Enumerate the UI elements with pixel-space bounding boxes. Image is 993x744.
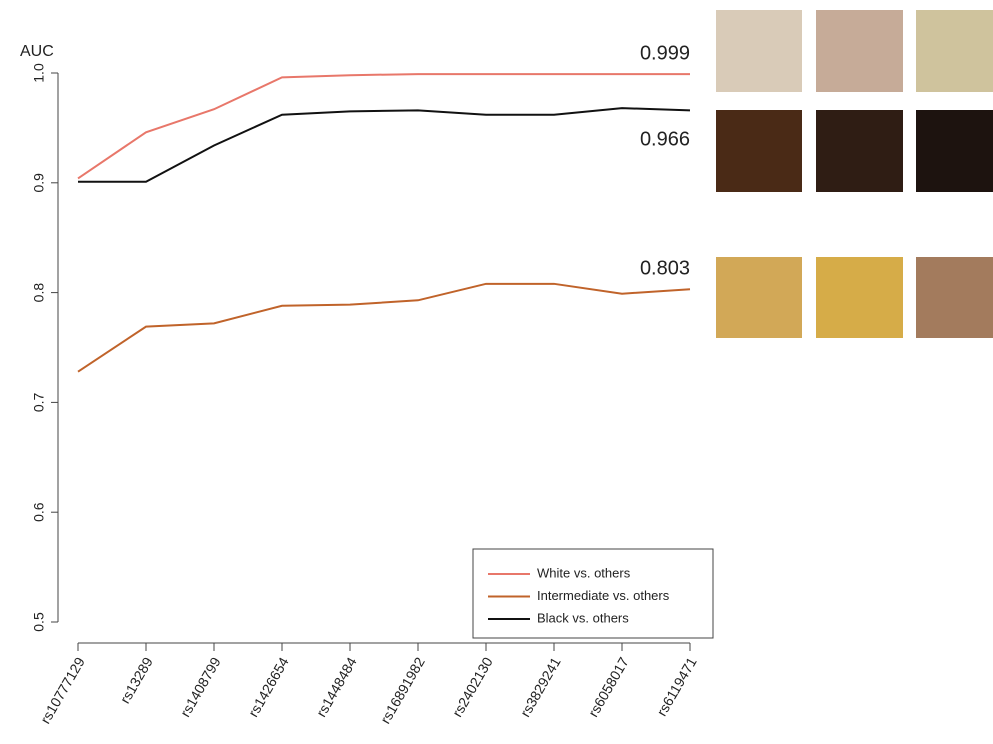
y-tick-label: 0.7 <box>31 392 47 412</box>
swatch <box>916 110 993 192</box>
swatch <box>916 257 993 338</box>
legend-label: White vs. others <box>537 565 631 580</box>
swatch <box>816 10 903 92</box>
x-tick-label: rs2402130 <box>449 654 496 719</box>
swatch <box>716 257 802 338</box>
x-tick-label: rs1448484 <box>313 654 360 719</box>
y-tick-label: 0.8 <box>31 283 47 303</box>
end-value-label: 0.803 <box>640 258 690 280</box>
x-tick-label: rs1426654 <box>245 654 292 719</box>
x-tick-label: rs6058017 <box>585 654 632 719</box>
swatches <box>716 10 993 338</box>
end-value-label: 0.966 <box>640 129 690 151</box>
swatch <box>916 10 993 92</box>
legend-label: Intermediate vs. others <box>537 588 670 603</box>
x-tick-label: rs10777129 <box>37 654 88 726</box>
chart: AUC 0.5 0.6 0.7 0.8 0.9 1.0 rs10777129 rs13289 r… <box>0 0 993 744</box>
legend-label: Black vs. others <box>537 610 629 625</box>
y-axis-title: AUC <box>20 43 54 60</box>
y-tick-label: 0.5 <box>31 612 47 632</box>
series-line <box>78 74 690 178</box>
swatch <box>816 257 903 338</box>
y-tick-label: 0.6 <box>31 502 47 522</box>
x-tick-label: rs1408799 <box>177 654 224 719</box>
swatch <box>716 10 802 92</box>
y-tick-label: 0.9 <box>31 173 47 193</box>
x-tick-label: rs6119471 <box>653 654 700 719</box>
x-tick-label: rs13289 <box>117 654 156 706</box>
series-line <box>78 284 690 372</box>
end-value-label: 0.999 <box>640 42 690 64</box>
series-line <box>78 108 690 182</box>
x-tick-label: rs3829241 <box>517 654 564 719</box>
swatch <box>816 110 903 192</box>
y-tick-label: 1.0 <box>31 63 47 83</box>
x-tick-label: rs16891982 <box>377 654 428 726</box>
swatch <box>716 110 802 192</box>
